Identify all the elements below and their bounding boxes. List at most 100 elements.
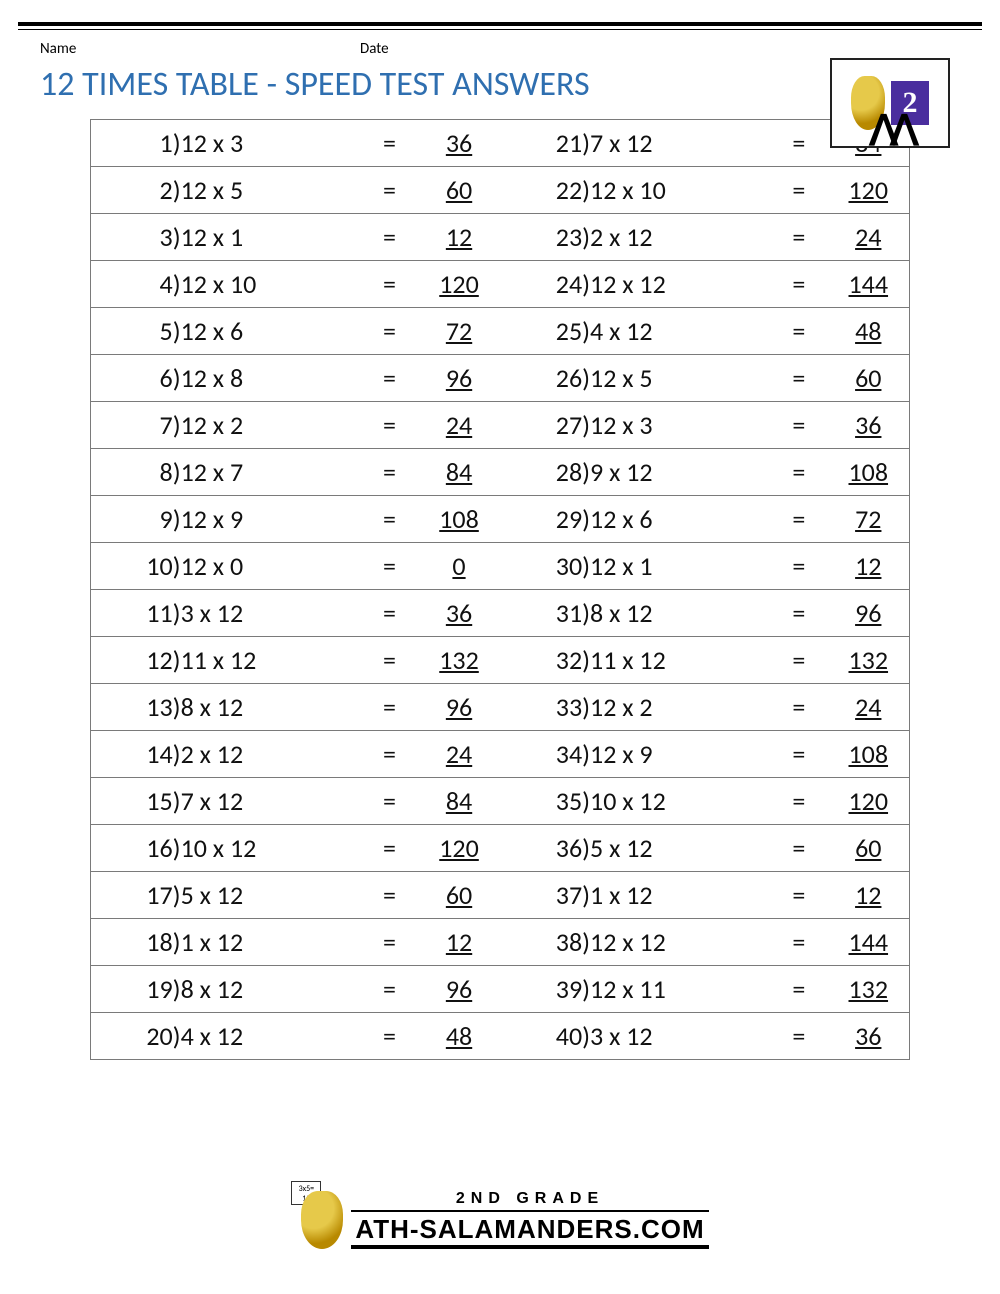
problem-expression: 12 x 1 (590, 543, 770, 590)
problem-number: 35) (500, 778, 590, 825)
problem-number: 5) (91, 308, 181, 355)
problem-number: 25) (500, 308, 590, 355)
table-row: 17)5 x 12=6037)1 x 12=12 (91, 872, 910, 919)
table-row: 3)12 x 1=1223)2 x 12=24 (91, 214, 910, 261)
problem-expression: 4 x 12 (181, 1013, 361, 1060)
equals-sign: = (361, 496, 418, 543)
problem-expression: 4 x 12 (590, 308, 770, 355)
problem-expression: 5 x 12 (181, 872, 361, 919)
problem-answer: 24 (418, 731, 500, 778)
problem-answer: 96 (418, 684, 500, 731)
equals-sign: = (770, 684, 827, 731)
table-row: 9)12 x 9=10829)12 x 6=72 (91, 496, 910, 543)
problem-answer: 96 (418, 355, 500, 402)
problem-number: 10) (91, 543, 181, 590)
problem-number: 39) (500, 966, 590, 1013)
problem-number: 8) (91, 449, 181, 496)
problem-expression: 12 x 6 (181, 308, 361, 355)
problem-answer: 108 (828, 731, 910, 778)
table-row: 13)8 x 12=9633)12 x 2=24 (91, 684, 910, 731)
problem-number: 37) (500, 872, 590, 919)
problem-expression: 1 x 12 (590, 872, 770, 919)
problem-number: 19) (91, 966, 181, 1013)
problem-expression: 7 x 12 (181, 778, 361, 825)
problem-answer: 60 (418, 872, 500, 919)
table-row: 4)12 x 10=12024)12 x 12=144 (91, 261, 910, 308)
problem-answer: 60 (828, 355, 910, 402)
problem-answer: 48 (418, 1013, 500, 1060)
problem-answer: 120 (828, 778, 910, 825)
problem-answer: 72 (828, 496, 910, 543)
problem-number: 14) (91, 731, 181, 778)
equals-sign: = (361, 402, 418, 449)
equals-sign: = (361, 590, 418, 637)
equals-sign: = (770, 1013, 827, 1060)
footer: 3x5=15 2ND GRADE ATH-SALAMANDERS.COM (0, 1177, 1000, 1254)
problem-expression: 10 x 12 (181, 825, 361, 872)
problem-expression: 3 x 12 (590, 1013, 770, 1060)
problem-number: 2) (91, 167, 181, 214)
table-row: 12)11 x 12=13232)11 x 12=132 (91, 637, 910, 684)
equals-sign: = (361, 449, 418, 496)
problem-answer: 36 (418, 120, 500, 167)
equals-sign: = (361, 261, 418, 308)
problem-number: 3) (91, 214, 181, 261)
problem-answer: 24 (828, 214, 910, 261)
equals-sign: = (770, 308, 827, 355)
grade-badge: 2 (891, 81, 929, 125)
problem-number: 40) (500, 1013, 590, 1060)
footer-url: ATH-SALAMANDERS.COM (351, 1210, 708, 1249)
equals-sign: = (361, 214, 418, 261)
equals-sign: = (770, 543, 827, 590)
table-row: 5)12 x 6=7225)4 x 12=48 (91, 308, 910, 355)
table-row: 20)4 x 12=4840)3 x 12=36 (91, 1013, 910, 1060)
problem-number: 22) (500, 167, 590, 214)
problem-number: 28) (500, 449, 590, 496)
equals-sign: = (770, 496, 827, 543)
problem-expression: 12 x 3 (181, 120, 361, 167)
problem-number: 13) (91, 684, 181, 731)
problem-number: 18) (91, 919, 181, 966)
problem-expression: 8 x 12 (181, 684, 361, 731)
table-row: 14)2 x 12=2434)12 x 9=108 (91, 731, 910, 778)
problem-number: 34) (500, 731, 590, 778)
equals-sign: = (770, 590, 827, 637)
equals-sign: = (770, 919, 827, 966)
brand-logo: 2 ᐱᐱ (830, 58, 950, 148)
equals-sign: = (770, 778, 827, 825)
problem-expression: 12 x 0 (181, 543, 361, 590)
problem-number: 24) (500, 261, 590, 308)
problem-answer: 120 (828, 167, 910, 214)
problem-number: 32) (500, 637, 590, 684)
salamander-icon (851, 76, 885, 130)
equals-sign: = (770, 214, 827, 261)
table-row: 10)12 x 0=030)12 x 1=12 (91, 543, 910, 590)
equals-sign: = (361, 120, 418, 167)
equals-sign: = (361, 1013, 418, 1060)
problem-expression: 10 x 12 (590, 778, 770, 825)
problem-expression: 12 x 3 (590, 402, 770, 449)
problem-expression: 11 x 12 (590, 637, 770, 684)
problem-answer: 36 (828, 402, 910, 449)
problem-expression: 8 x 12 (590, 590, 770, 637)
footer-grade: 2ND GRADE (456, 1190, 604, 1208)
problem-answer: 132 (418, 637, 500, 684)
problem-answer: 144 (828, 261, 910, 308)
worksheet-page: Name Date 2 ᐱᐱ 12 TIMES TABLE - SPEED TE… (0, 0, 1000, 1294)
equals-sign: = (770, 872, 827, 919)
problem-number: 29) (500, 496, 590, 543)
problem-expression: 8 x 12 (181, 966, 361, 1013)
problem-expression: 12 x 2 (181, 402, 361, 449)
problem-answer: 12 (418, 919, 500, 966)
problem-expression: 3 x 12 (181, 590, 361, 637)
problem-expression: 12 x 11 (590, 966, 770, 1013)
problem-expression: 12 x 2 (590, 684, 770, 731)
problem-expression: 12 x 5 (181, 167, 361, 214)
problem-number: 17) (91, 872, 181, 919)
equals-sign: = (361, 825, 418, 872)
problem-answer: 72 (418, 308, 500, 355)
table-row: 19)8 x 12=9639)12 x 11=132 (91, 966, 910, 1013)
problem-number: 11) (91, 590, 181, 637)
problem-answer: 36 (828, 1013, 910, 1060)
equals-sign: = (770, 167, 827, 214)
